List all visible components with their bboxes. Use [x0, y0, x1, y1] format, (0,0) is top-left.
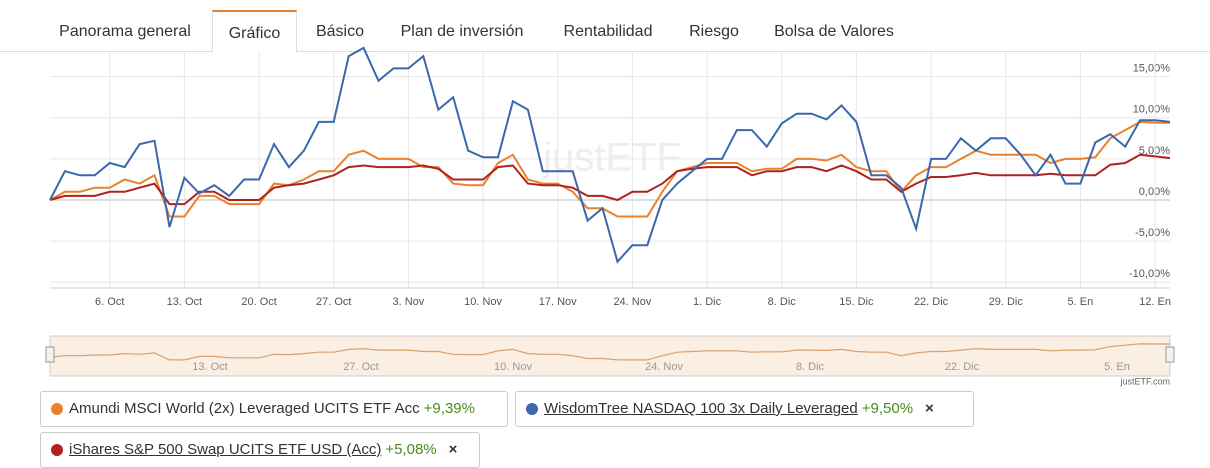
legend-dot [51, 403, 63, 415]
x-tick-label: 15. Dic [839, 296, 874, 308]
legend-name[interactable]: WisdomTree NASDAQ 100 3x Daily Leveraged [544, 400, 858, 417]
series-line [49, 153, 1171, 206]
navigator-label: 13. Oct [192, 361, 227, 373]
x-tick-label: 10. Nov [464, 296, 502, 308]
y-tick-label: -5,00% [1135, 227, 1170, 239]
navigator-label: 8. Dic [796, 361, 825, 373]
x-tick-label: 20. Oct [241, 296, 276, 308]
tab-bar: Panorama general Gráfico Básico Plan de inv… [0, 0, 1210, 53]
x-tick-label: 29. Dic [989, 296, 1024, 308]
legend-item[interactable]: WisdomTree NASDAQ 100 3x Daily Leveraged… [515, 391, 974, 427]
legend-change: +9,39% [423, 400, 475, 417]
navigator-handle[interactable] [1165, 346, 1175, 363]
remove-button[interactable]: × [925, 400, 934, 417]
legend-change: +5,08% [385, 441, 437, 458]
x-tick-label: 17. Nov [539, 296, 577, 308]
x-tick-label: 5. En [1068, 296, 1094, 308]
navigator-label: 24. Nov [645, 361, 683, 373]
x-tick-label: 22. Dic [914, 296, 949, 308]
x-tick-label: 13. Oct [167, 296, 202, 308]
x-tick-label: 1. Dic [693, 296, 722, 308]
tab[interactable]: Plan de inversión [400, 23, 524, 40]
tab[interactable]: Rentabilidad [563, 23, 653, 40]
y-tick-label: -10,00% [1129, 268, 1170, 280]
y-tick-label: 10,00% [1133, 104, 1171, 116]
chart: justETF -10,00% -5,00% 0,00% 5,00% 10,00% 15,0… [45, 46, 1175, 386]
x-tick-label: 27. Oct [316, 296, 351, 308]
tab[interactable]: Bolsa de Valores [774, 23, 894, 40]
legend-dot [51, 444, 63, 456]
y-tick-label: 15,00% [1133, 63, 1171, 75]
series-line [49, 120, 1170, 218]
y-tick-label: 0,00% [1139, 186, 1170, 198]
x-tick-label: 3. Nov [393, 296, 425, 308]
legend-name[interactable]: iShares S&P 500 Swap UCITS ETF USD (Acc) [69, 441, 382, 458]
navigator [49, 335, 1171, 377]
x-tick-label: 6. Oct [95, 296, 124, 308]
x-tick-label: 8. Dic [768, 296, 797, 308]
x-tick-label: 12. En [1139, 296, 1171, 308]
x-tick-label: 24. Nov [613, 296, 651, 308]
series-line [49, 46, 1171, 264]
navigator-line [49, 343, 1170, 361]
watermark: justETF [542, 136, 681, 180]
credit: justETF.com [1119, 376, 1170, 386]
navigator-label: 10. Nov [494, 361, 532, 373]
tab[interactable]: Gráfico [212, 10, 297, 53]
tab[interactable]: Básico [315, 23, 365, 40]
y-tick-label: 5,00% [1139, 145, 1170, 157]
navigator-handle[interactable] [45, 346, 55, 363]
navigator-label: 27. Oct [343, 361, 378, 373]
legend-item[interactable]: Amundi MSCI World (2x) Leveraged UCITS E… [40, 391, 508, 427]
legend-dot [526, 403, 538, 415]
legend-change: +9,50% [861, 400, 914, 417]
remove-button[interactable]: × [448, 441, 458, 458]
tab[interactable]: Panorama general [59, 23, 191, 40]
legend-name: Amundi MSCI World (2x) Leveraged UCITS E… [69, 400, 420, 417]
navigator-label: 5. En [1104, 361, 1130, 373]
legend-item[interactable]: iShares S&P 500 Swap UCITS ETF USD (Acc)… [40, 432, 480, 468]
tab[interactable]: Riesgo [689, 23, 739, 40]
navigator-label: 22. Dic [945, 361, 980, 373]
